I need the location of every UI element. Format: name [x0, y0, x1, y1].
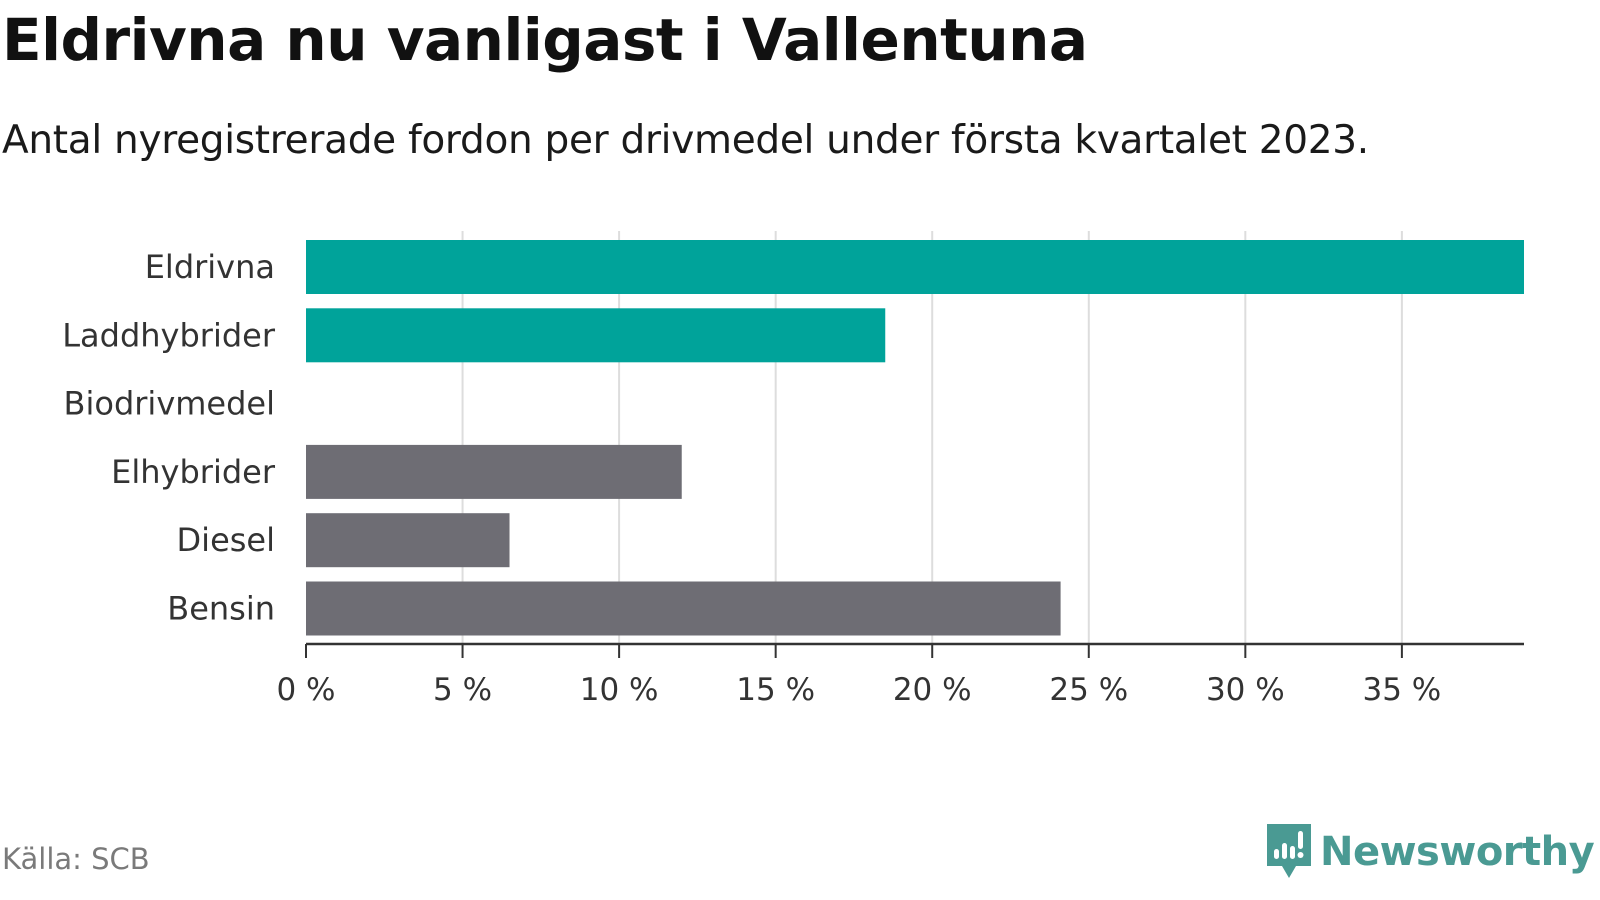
category-labels: Eldrivna Laddhybrider Biodrivmedel Elhybrid… [62, 248, 276, 628]
bar-eldrivna [306, 240, 1524, 294]
x-tick-label: 15 % [736, 672, 815, 708]
bar-diesel [306, 513, 510, 568]
x-tick-label: 10 % [580, 672, 659, 708]
x-tick-label: 20 % [893, 672, 972, 708]
x-tick-label: 5 % [433, 672, 492, 708]
x-axis: 0 % 5 % 10 % 15 % 20 % 25 % 30 % 35 % [276, 642, 1524, 708]
source-note: Källa: SCB [2, 842, 150, 876]
chart-subtitle: Antal nyregistrerade fordon per drivmede… [2, 118, 1369, 163]
x-tick-label: 35 % [1363, 672, 1442, 708]
x-tick-label: 25 % [1049, 672, 1128, 708]
category-label: Eldrivna [145, 248, 275, 286]
bar-elhybrider [306, 444, 682, 499]
bar-bensin [306, 581, 1061, 636]
bar-laddhybrider [306, 308, 886, 363]
x-tick-label: 0 % [276, 672, 335, 708]
newsworthy-logo-icon [1267, 824, 1311, 878]
category-label: Diesel [177, 521, 275, 559]
category-label: Biodrivmedel [64, 385, 275, 423]
category-label: Bensin [167, 590, 275, 628]
chart-title: Eldrivna nu vanligast i Vallentuna [2, 6, 1088, 74]
category-label: Elhybrider [111, 453, 276, 491]
x-tick-label: 30 % [1206, 672, 1285, 708]
grid-lines [461, 231, 1403, 644]
brand-logo: Newsworthy [1264, 822, 1595, 882]
category-label: Laddhybrider [62, 316, 276, 354]
bars [306, 240, 1524, 636]
brand-name: Newsworthy [1320, 829, 1595, 875]
